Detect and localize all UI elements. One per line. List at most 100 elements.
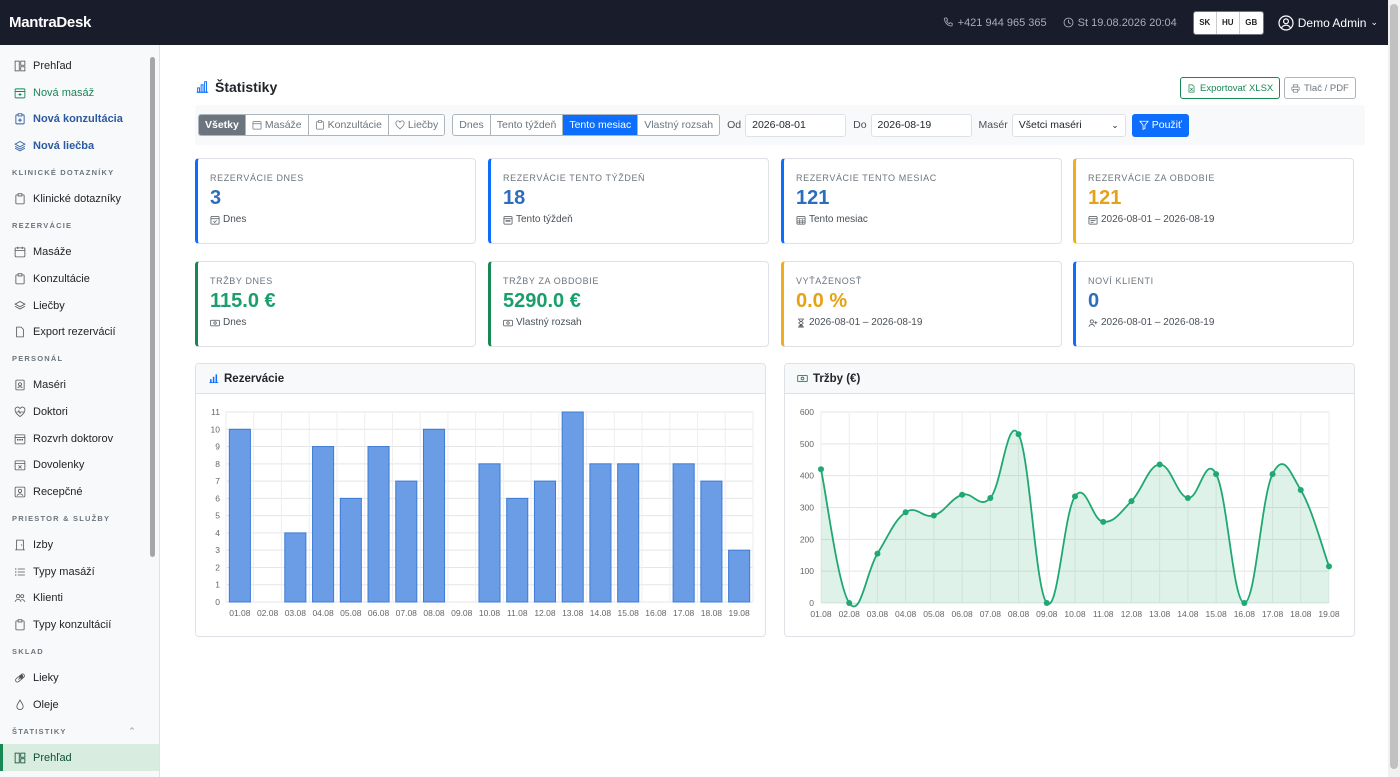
masseur-select[interactable]: Všetci maséri ⌄ [1011,113,1126,137]
stat-card-subtitle-text: Dnes [223,214,247,225]
sidebar-item-oils[interactable]: Oleje [0,691,159,718]
x-tick-label: 14.08 [1177,609,1199,619]
sidebar-item-clinical-questionnaires[interactable]: Klinické dotazníky [0,186,159,213]
bar [700,480,723,603]
lang-sk-button[interactable]: SK [1193,11,1217,34]
sidebar-item-label: Klinické dotazníky [33,193,122,206]
x-tick-label: 02.08 [839,609,861,619]
clipboard-icon [15,193,25,205]
x-tick-label: 14.08 [590,608,612,618]
sidebar-item-massage-types[interactable]: Typy masáží [0,558,159,585]
bar [478,463,501,603]
capsule-icon [15,673,25,683]
reservations-chart-panel: Rezervácie 0 1 2 3 4 5 6 7 8 9 10 11 01.08 02.08 03.08… [195,363,766,637]
data-point [1015,431,1022,438]
filter-bar: Všetky Masáže Konzultácie Liečby Dnes Te… [195,105,1365,145]
range-filter-custom[interactable]: Vlastný rozsah [638,115,720,135]
sidebar-item-export-reservations[interactable]: Export rezervácií [0,319,159,346]
stat-card-value: 121 [796,187,830,209]
sidebar-item-receptionists[interactable]: Recepčné [0,479,159,506]
x-tick-label: 17.08 [673,608,695,618]
sidebar-item-new-treatment[interactable]: Nová liečba [0,133,159,160]
type-filter-all[interactable]: Všetky [199,115,246,135]
stat-card-subtitle-text: 2026-08-01 – 2026-08-19 [1101,214,1215,225]
sidebar-item-label: Klienti [33,592,63,605]
sidebar-section-title[interactable]: ŠTATISTIKY ⌃ [0,718,159,745]
layers-icon [14,300,26,310]
current-datetime: St 19.08.2026 20:04 [1077,16,1177,29]
sidebar-item-masseurs[interactable]: Maséri [0,372,159,399]
data-point [1269,471,1276,478]
calendar-week-icon [503,215,513,224]
hourglass-icon [798,318,804,327]
person-plus-icon [1088,318,1098,327]
sidebar-item-clients[interactable]: Klienti [0,585,159,612]
data-point [1100,518,1107,525]
type-filter-label: Konzultácie [327,119,382,131]
export-xlsx-label: Exportovať XLSX [1200,82,1274,94]
stat-card-subtitle-text: 2026-08-01 – 2026-08-19 [809,317,923,328]
stat-card-label: REZERVÁCIE TENTO TÝŽDEŇ [503,173,646,183]
bar-chart-icon [196,81,209,93]
calendar-icon [14,247,26,258]
sidebar-item-massages[interactable]: Masáže [0,239,159,266]
revenue-chart-panel: Tržby (€) 0 100 200 300 400 500 600 01.08 02.08 0… [784,363,1355,637]
brand-logo[interactable]: MantraDesk [9,14,92,31]
lang-hu-button[interactable]: HU [1216,11,1240,34]
date-from-input[interactable] [745,113,847,137]
stat-card-value: 5290.0 € [503,290,581,312]
x-tick-label: 12.08 [1121,609,1143,619]
range-filter-this-month[interactable]: Tento mesiac [563,115,639,135]
sidebar: Prehľad Nová masáž Nová konzultácia Nová… [0,45,160,777]
bar-chart-icon [209,374,219,384]
stat-card-value: 0.0 % [796,290,848,312]
masseur-label: Masér [978,119,1008,131]
data-point [818,466,824,473]
stat-card-new-clients: NOVÍ KLIENTI 0 2026-08-01 – 2026-08-19 [1073,261,1354,347]
date-to-input[interactable] [870,113,972,137]
sidebar-item-rooms[interactable]: Izby [0,532,159,559]
range-filter-this-week[interactable]: Tento týždeň [490,115,564,135]
type-filter-group: Všetky Masáže Konzultácie Liečby [198,114,446,136]
sidebar-item-overview[interactable]: Prehľad [0,53,159,80]
sidebar-item-label: Konzultácie [33,273,90,286]
stat-card-label: REZERVÁCIE DNES [210,173,304,183]
y-tick-label: 0 [809,598,814,608]
range-filter-today[interactable]: Dnes [453,115,491,135]
sidebar-item-medicines[interactable]: Lieky [0,665,159,692]
type-filter-massages[interactable]: Masáže [245,115,309,135]
x-tick-label: 01.08 [810,609,832,619]
sidebar-item-treatments[interactable]: Liečby [0,292,159,319]
sidebar-item-doctors[interactable]: Doktori [0,399,159,426]
sidebar-item-vacations[interactable]: Dovolenky [0,452,159,479]
user-menu[interactable]: Demo Admin ⌄ [1278,14,1378,31]
lang-gb-button[interactable]: GB [1239,11,1263,34]
calendar-check-icon [210,215,220,224]
stat-card-subtitle: Tento týždeň [503,214,756,225]
sidebar-item-consultations[interactable]: Konzultácie [0,266,159,293]
sidebar-item-doctor-schedule[interactable]: Rozvrh doktorov [0,425,159,452]
x-tick-label: 08.08 [423,608,445,618]
cash-icon [503,319,513,326]
type-filter-consultations[interactable]: Konzultácie [308,115,389,135]
type-filter-treatments[interactable]: Liečby [388,115,445,135]
x-tick-label: 16.08 [645,608,667,618]
y-tick-label: 9 [215,442,220,452]
y-tick-label: 0 [215,597,220,607]
x-tick-label: 12.08 [534,608,556,618]
sidebar-item-new-massage[interactable]: Nová masáž [0,80,159,107]
apply-filter-button[interactable]: Použiť [1131,113,1189,137]
heart-pulse-icon [14,406,26,418]
data-point [1128,498,1135,505]
sidebar-item-statistics-overview[interactable]: Prehľad [0,744,159,772]
print-pdf-button[interactable]: Tlač / PDF [1284,77,1356,99]
page-scrollbar[interactable] [1388,0,1400,777]
x-tick-label: 11.08 [1093,609,1114,619]
print-pdf-label: Tlač / PDF [1304,82,1349,94]
export-xlsx-button[interactable]: Exportovať XLSX [1180,77,1281,99]
sidebar-item-new-consultation[interactable]: Nová konzultácia [0,106,159,133]
sidebar-scrollbar[interactable] [147,45,157,777]
person-circle-icon [1278,14,1294,31]
sidebar-item-consultation-types[interactable]: Typy konzultácií [0,611,159,638]
calendar-icon [252,121,262,130]
